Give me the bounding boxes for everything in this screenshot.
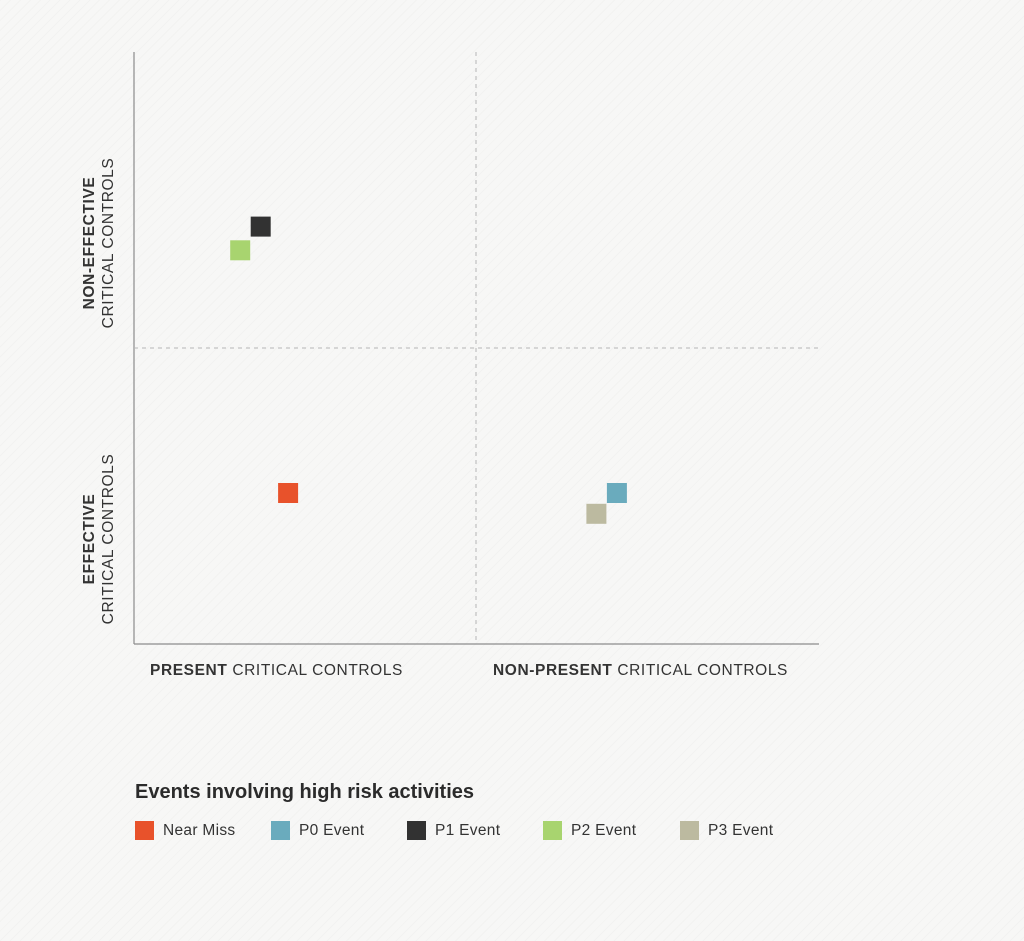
y-category-label-effective-bold: EFFECTIVE: [81, 493, 98, 585]
x-category-label-non-present-normal: CRITICAL CONTROLS: [612, 662, 789, 679]
legend-swatch-p3-event: [680, 821, 699, 840]
marker-p3-event: [586, 503, 607, 524]
legend-label-p0-event: P0 Event: [299, 822, 365, 839]
y-category-label-non-effective-normal: CRITICAL CONTROLS: [100, 157, 117, 329]
legend-label-p1-event: P1 Event: [435, 822, 501, 839]
y-category-label-effective: EFFECTIVE CRITICAL CONTROLS: [80, 409, 118, 669]
x-category-label-present: PRESENT CRITICAL CONTROLS: [150, 662, 403, 680]
y-category-label-effective-normal: CRITICAL CONTROLS: [100, 453, 117, 625]
legend-label-p3-event: P3 Event: [708, 822, 774, 839]
marker-p1-event: [250, 216, 271, 237]
marker-p2-event: [230, 240, 251, 261]
marker-p0-event: [606, 483, 627, 503]
legend-swatch-p2-event: [543, 821, 562, 840]
legend-title: Events involving high risk activities: [135, 781, 474, 803]
x-category-label-present-normal: CRITICAL CONTROLS: [227, 662, 404, 679]
x-category-label-present-bold: PRESENT: [150, 662, 228, 679]
x-category-label-non-present-bold: NON-PRESENT: [493, 662, 613, 679]
x-category-label-non-present: NON-PRESENT CRITICAL CONTROLS: [493, 662, 788, 680]
legend-swatch-near-miss: [135, 821, 154, 840]
legend-swatch-p0-event: [271, 821, 290, 840]
legend-swatch-p1-event: [407, 821, 426, 840]
marker-near-miss: [278, 483, 299, 503]
data-markers: [230, 216, 627, 524]
legend-label-near-miss: Near Miss: [163, 822, 236, 839]
y-category-label-non-effective: NON-EFFECTIVE CRITICAL CONTROLS: [80, 113, 118, 373]
legend-label-p2-event: P2 Event: [571, 822, 637, 839]
y-category-label-non-effective-bold: NON-EFFECTIVE: [81, 176, 98, 310]
